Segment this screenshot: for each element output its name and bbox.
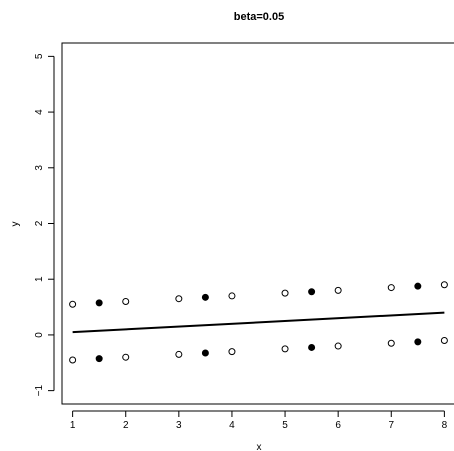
filled-point — [308, 343, 316, 351]
y-tick-label: −1 — [34, 384, 45, 396]
open-point — [69, 356, 77, 364]
open-point — [175, 295, 183, 303]
y-tick-label: 1 — [34, 276, 45, 282]
y-tick-label: 3 — [34, 165, 45, 171]
y-tick-label: 2 — [34, 220, 45, 226]
open-point — [440, 281, 448, 289]
open-point — [281, 289, 289, 297]
y-axis: −1 0 1 2 3 4 5 — [34, 53, 55, 396]
x-axis: 1 2 3 4 5 6 7 8 — [70, 410, 448, 431]
filled-point — [308, 288, 316, 296]
y-tick-label: 5 — [34, 53, 45, 59]
open-point — [387, 339, 395, 347]
x-tick-label: 1 — [70, 420, 76, 431]
open-point — [228, 292, 236, 300]
filled-point — [95, 299, 103, 307]
chart-title: beta=0.05 — [234, 11, 284, 23]
x-tick-label: 6 — [335, 420, 341, 431]
open-point — [122, 353, 130, 361]
filled-point — [201, 349, 209, 357]
open-point — [69, 300, 77, 308]
open-point — [228, 348, 236, 356]
x-tick-label: 7 — [388, 420, 394, 431]
fit-line-group — [72, 311, 445, 334]
filled-point — [95, 355, 103, 363]
x-tick-label: 4 — [229, 420, 235, 431]
filled-point — [414, 338, 422, 346]
fit-line — [72, 311, 445, 334]
open-point — [281, 345, 289, 353]
points-group — [69, 281, 448, 364]
x-tick-label: 2 — [123, 420, 129, 431]
x-tick-label: 5 — [282, 420, 288, 431]
plot-frame — [61, 42, 454, 405]
open-point — [387, 284, 395, 292]
open-point — [440, 336, 448, 344]
y-axis-label: y — [10, 222, 21, 227]
filled-point — [414, 282, 422, 290]
x-axis-label: x — [257, 442, 262, 451]
y-tick-label: 0 — [34, 332, 45, 338]
y-tick-label: 4 — [34, 109, 45, 115]
x-tick-label: 8 — [442, 420, 448, 431]
open-point — [334, 286, 342, 294]
open-point — [122, 297, 130, 305]
x-tick-label: 3 — [176, 420, 182, 431]
open-point — [334, 342, 342, 350]
open-point — [175, 350, 183, 358]
filled-point — [201, 293, 209, 301]
